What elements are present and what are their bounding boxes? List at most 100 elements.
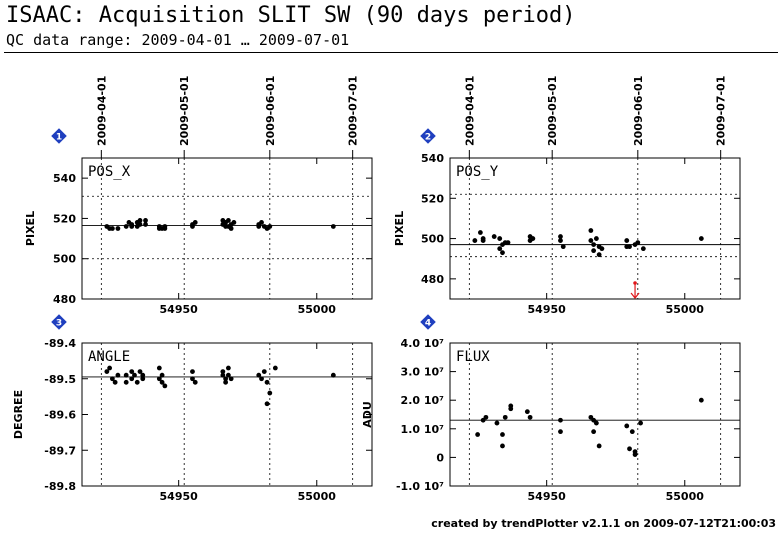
data-point	[698, 397, 704, 403]
date-tick-label: 2009-06-01	[632, 76, 645, 146]
data-point	[500, 250, 505, 256]
data-point	[259, 220, 264, 225]
data-point	[132, 372, 137, 378]
data-point	[483, 414, 489, 420]
data-point	[596, 443, 602, 449]
data-point	[635, 240, 641, 246]
panel-number: 2	[425, 133, 431, 143]
data-point	[123, 224, 129, 229]
y-tick-label: 480	[421, 273, 444, 286]
data-point	[140, 372, 146, 378]
y-tick-label: -1.0 10⁷	[396, 480, 444, 493]
data-point	[497, 246, 503, 252]
data-point	[480, 238, 486, 243]
data-point	[524, 409, 530, 415]
data-point	[129, 369, 135, 374]
data-point	[508, 403, 514, 409]
y-tick-label: 2.0 10⁷	[401, 394, 445, 407]
data-point	[264, 401, 270, 407]
y-axis-label: ADU	[361, 401, 374, 428]
data-point	[494, 420, 500, 426]
data-point	[472, 238, 478, 243]
plot-frame	[449, 342, 741, 487]
parameter-label: FLUX	[456, 349, 490, 365]
data-point	[109, 226, 115, 231]
data-point	[629, 429, 635, 435]
data-point	[228, 226, 234, 231]
data-point	[272, 365, 278, 371]
data-point	[190, 369, 195, 374]
panel-number-badge	[51, 128, 67, 144]
data-point	[112, 379, 118, 385]
chart-panel-1: 2009-04-01 2009-05-01 2009-06-01 2009-07-01…	[24, 76, 373, 316]
data-point	[624, 423, 630, 429]
chart-panel-3: -89.8 -89.7 -89.6 -89.5 -89.4 54950 55000 DEGRE…	[12, 314, 373, 503]
data-point	[129, 376, 135, 382]
data-point	[190, 376, 195, 382]
page-title: ISAAC: Acquisition SLIT SW (90 days peri…	[6, 3, 576, 28]
data-point	[225, 218, 231, 223]
data-point	[591, 242, 597, 248]
data-point	[223, 376, 229, 382]
data-point	[190, 224, 195, 229]
plot-frame	[449, 157, 741, 300]
y-tick-label: 480	[53, 293, 76, 306]
data-point	[256, 372, 262, 378]
date-tick-label: 2009-07-01	[715, 76, 728, 146]
data-point	[192, 220, 198, 225]
data-point	[259, 376, 264, 382]
y-axis-label: PIXEL	[24, 211, 37, 246]
data-point	[475, 432, 481, 437]
data-point	[256, 224, 262, 229]
data-point	[159, 379, 165, 385]
data-point	[593, 236, 599, 241]
y-tick-label: 3.0 10⁷	[401, 366, 445, 379]
y-tick-label: 0	[436, 451, 444, 464]
data-point	[527, 414, 533, 420]
data-point	[558, 417, 563, 423]
chart-panel-2: 2009-04-01 2009-05-01 2009-06-01 2009-07-01…	[393, 76, 741, 316]
data-point	[588, 228, 594, 233]
y-tick-label: 520	[421, 192, 444, 205]
data-point	[491, 234, 497, 239]
date-tick-label: 2009-04-01	[463, 76, 476, 146]
data-point	[220, 369, 226, 374]
data-point	[591, 248, 597, 254]
outlier-arrow-tip	[630, 292, 640, 299]
data-point	[558, 234, 563, 239]
outlier-arrow-head	[633, 281, 637, 285]
data-point	[560, 244, 566, 250]
y-tick-label: 500	[421, 233, 444, 246]
panel-number-badge	[420, 128, 436, 144]
x-tick-label: 55000	[298, 490, 337, 503]
data-point	[231, 220, 237, 225]
data-point	[162, 383, 168, 389]
header-divider	[4, 52, 778, 53]
data-point	[123, 379, 129, 385]
data-point	[104, 369, 110, 374]
data-point	[159, 372, 165, 378]
parameter-label: POS_Y	[456, 164, 499, 180]
parameter-label: POS_X	[88, 164, 131, 180]
data-point	[143, 222, 148, 227]
y-axis-label: DEGREE	[12, 390, 25, 439]
data-point	[115, 226, 121, 231]
y-tick-label: 500	[53, 253, 76, 266]
panel-number: 1	[56, 133, 62, 143]
data-point	[502, 414, 508, 420]
parameter-label: ANGLE	[88, 349, 130, 365]
data-point	[500, 432, 505, 437]
x-tick-label: 54950	[528, 303, 567, 316]
x-tick-label: 54950	[160, 490, 199, 503]
y-tick-label: -89.7	[44, 444, 76, 457]
panel-number: 3	[56, 319, 62, 329]
data-point	[129, 224, 135, 229]
x-tick-label: 54950	[160, 303, 199, 316]
x-tick-label: 55000	[666, 303, 705, 316]
date-tick-label: 2009-05-01	[178, 76, 191, 146]
y-tick-label: 540	[421, 152, 444, 165]
y-tick-label: 4.0 10⁷	[401, 337, 445, 350]
data-point	[330, 372, 336, 378]
data-point	[627, 446, 632, 452]
data-point	[156, 376, 162, 382]
